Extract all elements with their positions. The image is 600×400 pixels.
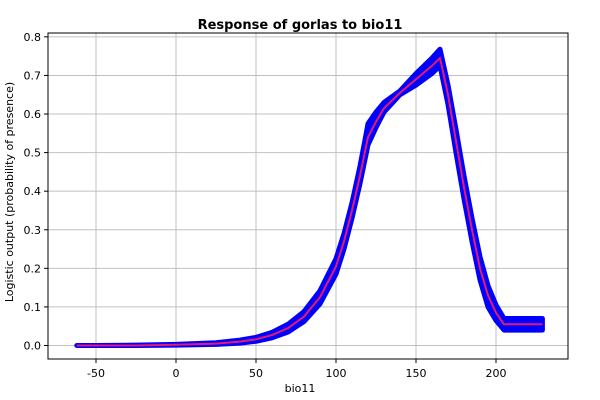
x-tick-label: -50 bbox=[87, 367, 105, 380]
plot-frame bbox=[47, 32, 569, 360]
y-tick-label: 0.3 bbox=[24, 224, 42, 237]
x-tick-label: 50 bbox=[249, 367, 263, 380]
y-tick-label: 0.4 bbox=[24, 185, 42, 198]
x-tick-label: 0 bbox=[173, 367, 180, 380]
y-tick-label: 0.1 bbox=[24, 301, 42, 314]
y-tick-label: 0.0 bbox=[24, 339, 42, 352]
mean-response-line bbox=[76, 57, 543, 347]
x-axis-ticks: -50 0 50 100 150 200 bbox=[87, 359, 507, 380]
grid bbox=[48, 33, 568, 359]
y-tick-label: 0.7 bbox=[24, 69, 42, 82]
x-tick-label: 150 bbox=[406, 367, 427, 380]
y-tick-label: 0.8 bbox=[24, 31, 42, 44]
mean-line bbox=[76, 57, 543, 347]
x-axis-label: bio11 bbox=[285, 382, 316, 395]
y-axis-label: Logistic output (probability of presence… bbox=[3, 82, 16, 302]
y-tick-label: 0.5 bbox=[24, 147, 42, 160]
x-tick-label: 100 bbox=[326, 367, 347, 380]
y-axis-ticks: 0.0 0.1 0.2 0.3 0.4 0.5 0.6 0.7 0.8 bbox=[24, 31, 48, 352]
x-tick-label: 200 bbox=[486, 367, 507, 380]
chart-title: Response of gorlas to bio11 bbox=[198, 18, 403, 33]
y-tick-label: 0.2 bbox=[24, 262, 42, 275]
y-tick-label: 0.6 bbox=[24, 108, 42, 121]
